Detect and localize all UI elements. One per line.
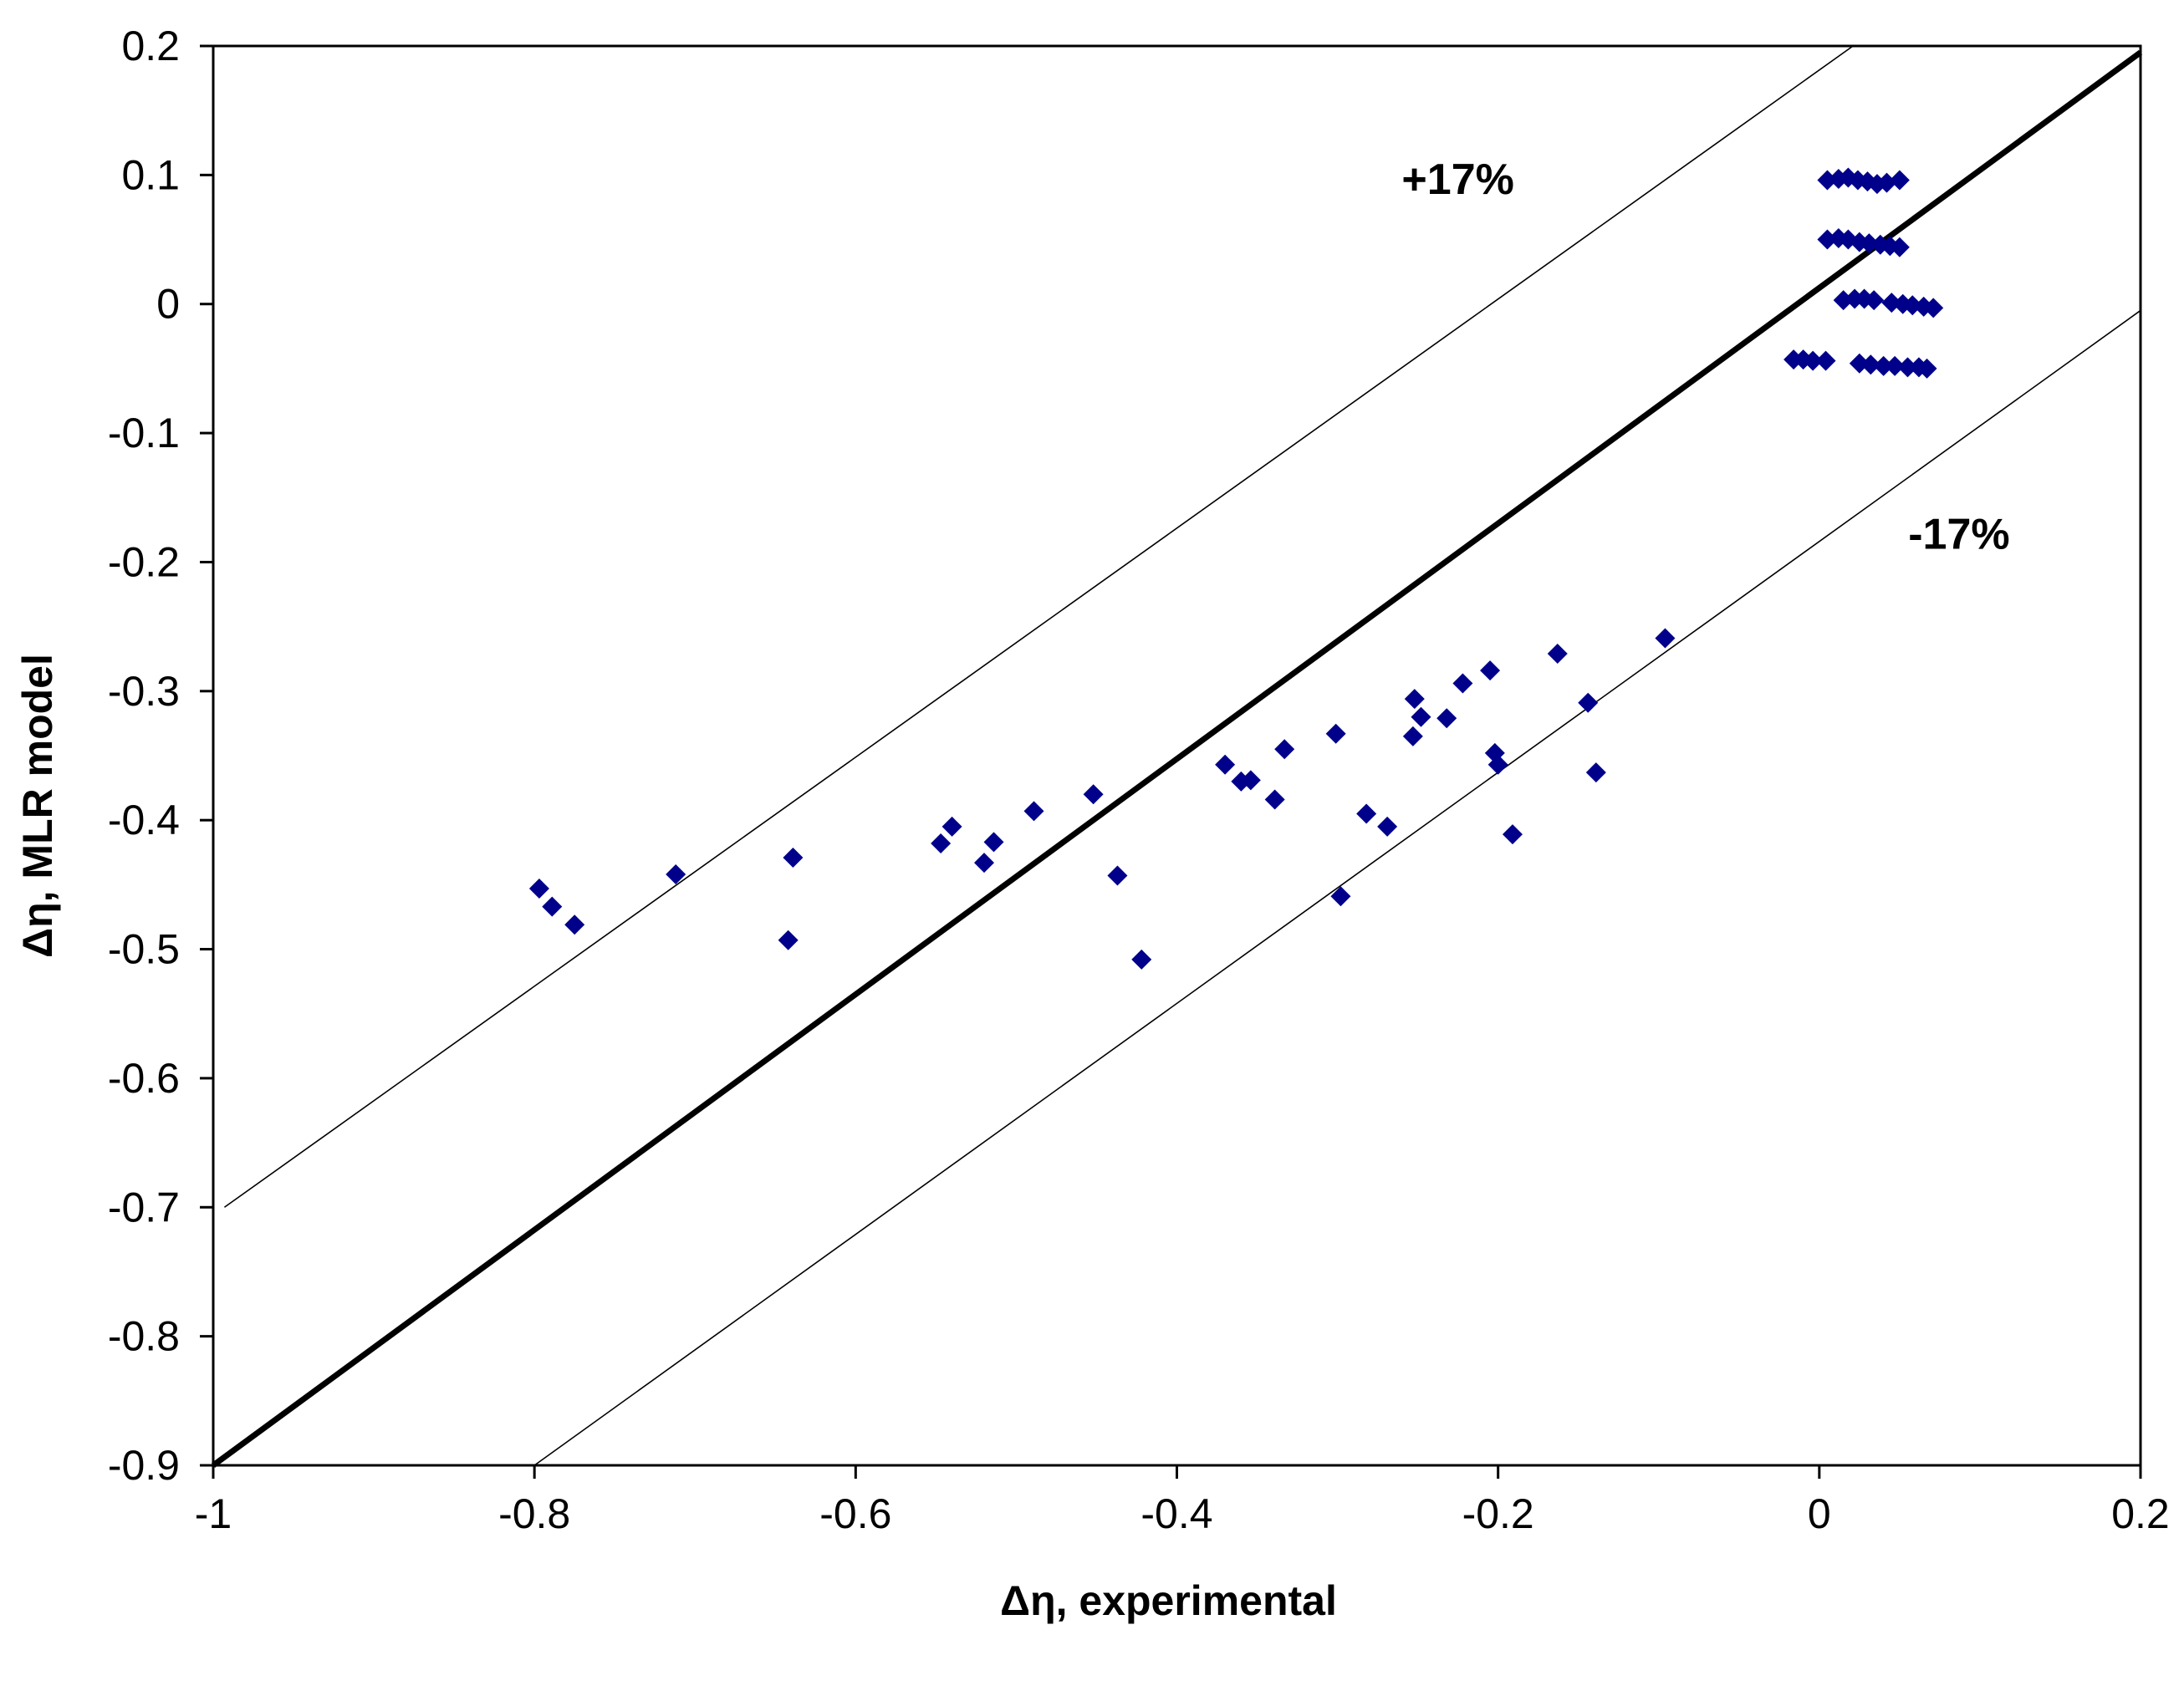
data-point bbox=[1356, 803, 1377, 824]
data-point bbox=[1215, 754, 1236, 775]
data-point bbox=[1889, 170, 1910, 191]
data-point bbox=[1330, 886, 1351, 907]
data-point bbox=[974, 853, 994, 874]
y-tick-label: 0.2 bbox=[121, 23, 180, 69]
y-tick-label: -0.8 bbox=[108, 1313, 180, 1360]
data-point bbox=[1083, 784, 1104, 805]
data-point bbox=[1864, 290, 1885, 311]
minus-17-label: -17% bbox=[1908, 510, 2009, 558]
data-point bbox=[1274, 739, 1295, 760]
data-point bbox=[1377, 816, 1398, 837]
data-point bbox=[1502, 824, 1523, 845]
data-point bbox=[1107, 865, 1128, 886]
data-point bbox=[1923, 298, 1944, 318]
data-point bbox=[1452, 673, 1473, 694]
data-point bbox=[931, 833, 952, 853]
x-tick-label: 0.2 bbox=[2111, 1490, 2170, 1537]
reference-line-minus-17 bbox=[533, 309, 2141, 1466]
data-point bbox=[1578, 692, 1599, 713]
data-point bbox=[941, 816, 962, 837]
data-point bbox=[1803, 350, 1824, 371]
data-point bbox=[1436, 708, 1457, 729]
x-tick-label: -0.6 bbox=[819, 1490, 891, 1537]
data-point bbox=[1815, 350, 1836, 371]
data-point bbox=[564, 914, 585, 935]
y-tick-label: 0.1 bbox=[121, 151, 180, 198]
data-point bbox=[778, 930, 799, 950]
data-point bbox=[783, 847, 804, 868]
x-axis-title: Δη, experimental bbox=[1000, 1577, 1337, 1624]
data-point bbox=[1655, 628, 1676, 649]
data-point bbox=[1240, 770, 1261, 791]
data-point bbox=[1264, 789, 1285, 810]
data-point bbox=[1402, 726, 1423, 746]
x-tick-label: 0 bbox=[1808, 1490, 1831, 1537]
y-tick-label: -0.2 bbox=[108, 538, 180, 585]
data-point bbox=[1860, 354, 1881, 375]
data-point bbox=[1585, 762, 1606, 783]
data-point bbox=[1897, 357, 1918, 378]
y-tick-label: 0 bbox=[156, 281, 180, 328]
data-point bbox=[1876, 172, 1897, 193]
y-tick-label: -0.6 bbox=[108, 1055, 180, 1102]
data-point bbox=[1547, 644, 1568, 665]
y-tick-label: -0.9 bbox=[108, 1442, 180, 1489]
x-tick-label: -1 bbox=[195, 1490, 232, 1537]
reference-line-identity bbox=[211, 49, 2143, 1468]
data-point bbox=[983, 832, 1004, 853]
y-tick-label: -0.7 bbox=[108, 1184, 180, 1230]
x-tick-label: -0.4 bbox=[1140, 1490, 1212, 1537]
data-point bbox=[1480, 660, 1501, 681]
x-tick-label: -0.2 bbox=[1462, 1490, 1534, 1537]
data-point bbox=[1131, 949, 1152, 970]
data-point bbox=[1325, 723, 1346, 744]
data-point bbox=[1885, 355, 1906, 376]
data-point bbox=[1023, 801, 1044, 822]
y-tick-label: -0.5 bbox=[108, 926, 180, 973]
y-tick-label: -0.3 bbox=[108, 668, 180, 715]
data-point bbox=[528, 878, 549, 899]
data-point bbox=[666, 864, 686, 885]
data-point bbox=[542, 896, 563, 917]
data-point bbox=[1404, 689, 1425, 710]
y-tick-label: -0.1 bbox=[108, 410, 180, 456]
data-point bbox=[1916, 358, 1937, 379]
x-tick-label: -0.8 bbox=[498, 1490, 570, 1537]
data-point bbox=[1487, 754, 1508, 775]
y-axis-title: Δη, MLR model bbox=[14, 654, 61, 958]
data-point bbox=[1411, 706, 1431, 727]
plus-17-label: +17% bbox=[1401, 155, 1513, 204]
y-tick-label: -0.4 bbox=[108, 797, 180, 843]
data-point bbox=[1889, 237, 1910, 257]
data-point bbox=[1873, 355, 1894, 376]
reference-line-plus-17 bbox=[223, 45, 1854, 1208]
